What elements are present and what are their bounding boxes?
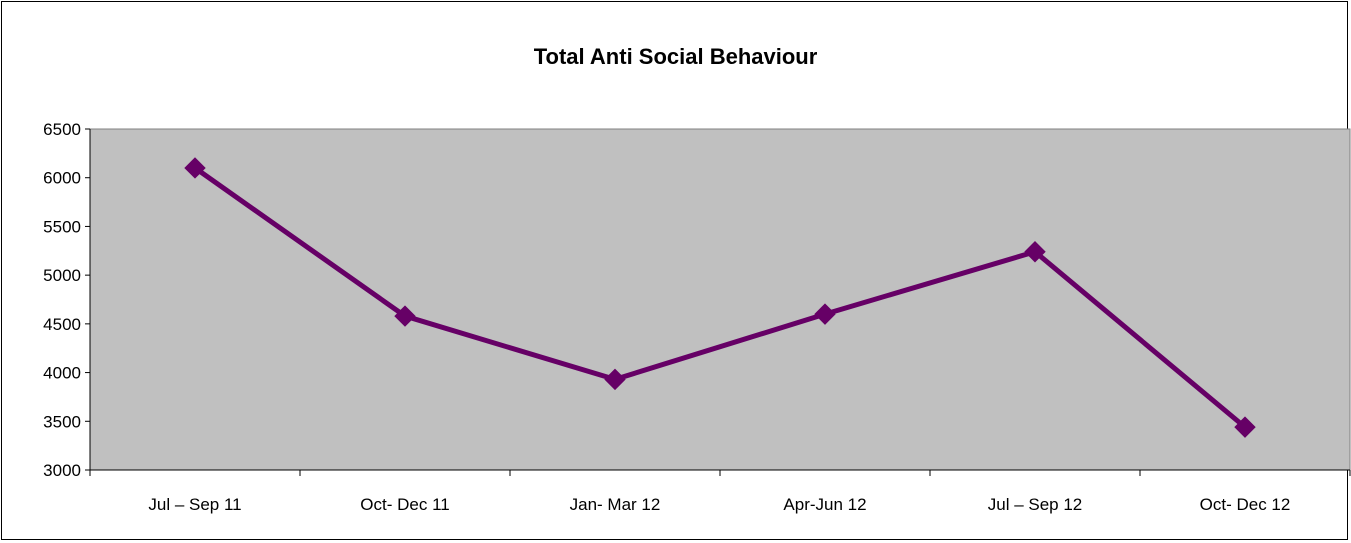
x-tick-label: Jan- Mar 12 <box>570 495 661 514</box>
y-tick-label: 4500 <box>43 315 81 334</box>
series-line <box>193 165 1247 430</box>
y-tick-label: 5000 <box>43 266 81 285</box>
y-tick-label: 6500 <box>43 120 81 139</box>
data-point-diamond-icon <box>1234 416 1256 438</box>
x-tick-label: Apr-Jun 12 <box>783 495 866 514</box>
data-point-diamond-icon <box>184 157 206 179</box>
data-point-diamond-icon <box>814 303 836 325</box>
y-tick-label: 4000 <box>43 364 81 383</box>
x-axis: Jul – Sep 11 Oct- Dec 11 Jan- Mar 12 Apr-Ju… <box>89 469 1351 514</box>
y-tick-label: 3000 <box>43 461 81 480</box>
x-tick-label: Oct- Dec 11 <box>360 495 449 514</box>
x-tick-label: Jul – Sep 11 <box>148 495 241 514</box>
data-point-diamond-icon <box>394 305 416 327</box>
chart-title: Total Anti Social Behaviour <box>533 44 818 69</box>
data-point-diamond-icon <box>604 368 626 391</box>
data-point-diamond-icon <box>1024 241 1046 263</box>
y-tick-label: 5500 <box>43 217 81 236</box>
series-layer <box>184 157 1256 438</box>
y-tick-label: 6000 <box>43 169 81 188</box>
plot-area <box>89 128 1351 471</box>
x-tick-label: Jul – Sep 12 <box>988 495 1083 514</box>
x-tick-label: Oct- Dec 12 <box>1200 495 1291 514</box>
y-axis: 3000 3500 4000 4500 5000 5500 6000 6500 <box>43 120 91 480</box>
y-tick-label: 3500 <box>43 412 81 431</box>
